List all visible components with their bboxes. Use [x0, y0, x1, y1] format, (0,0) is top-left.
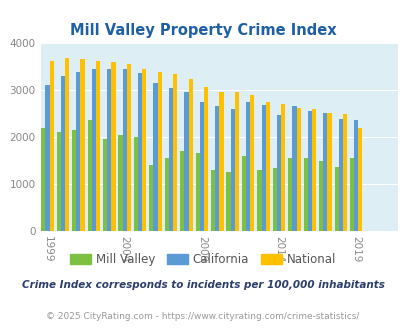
Bar	[149, 165, 153, 231]
Bar	[349, 158, 353, 231]
Bar	[303, 158, 307, 231]
Bar	[334, 167, 338, 231]
Bar	[61, 76, 65, 231]
Bar	[57, 132, 61, 231]
Bar	[45, 85, 49, 231]
Bar	[261, 105, 265, 231]
Bar	[203, 87, 208, 231]
Bar	[357, 128, 362, 231]
Bar	[76, 72, 80, 231]
Bar	[280, 104, 285, 231]
Bar	[272, 168, 276, 231]
Bar	[318, 161, 322, 231]
Bar	[288, 158, 292, 231]
Bar	[87, 120, 92, 231]
Bar	[173, 74, 177, 231]
Bar	[199, 102, 203, 231]
Bar	[342, 115, 346, 231]
Bar	[134, 137, 138, 231]
Text: Crime Index corresponds to incidents per 100,000 inhabitants: Crime Index corresponds to incidents per…	[21, 280, 384, 290]
Bar	[41, 128, 45, 231]
Bar	[249, 95, 254, 231]
Bar	[72, 130, 76, 231]
Bar	[219, 92, 223, 231]
Text: © 2025 CityRating.com - https://www.cityrating.com/crime-statistics/: © 2025 CityRating.com - https://www.city…	[46, 312, 359, 321]
Bar	[245, 102, 249, 231]
Text: Mill Valley Property Crime Index: Mill Valley Property Crime Index	[70, 23, 335, 38]
Bar	[234, 92, 239, 231]
Bar	[265, 102, 269, 231]
Bar	[230, 109, 234, 231]
Bar	[296, 108, 300, 231]
Bar	[126, 64, 131, 231]
Bar	[157, 72, 162, 231]
Bar	[215, 106, 219, 231]
Bar	[138, 74, 142, 231]
Bar	[107, 69, 111, 231]
Bar	[92, 69, 96, 231]
Bar	[153, 83, 157, 231]
Bar	[307, 111, 311, 231]
Bar	[311, 109, 315, 231]
Bar	[241, 156, 245, 231]
Bar	[226, 172, 230, 231]
Legend: Mill Valley, California, National: Mill Valley, California, National	[65, 248, 340, 271]
Bar	[122, 69, 126, 231]
Bar	[142, 69, 146, 231]
Bar	[338, 118, 342, 231]
Bar	[322, 113, 326, 231]
Bar	[211, 170, 215, 231]
Bar	[49, 61, 54, 231]
Bar	[111, 62, 115, 231]
Bar	[353, 119, 357, 231]
Bar	[96, 61, 100, 231]
Bar	[184, 92, 188, 231]
Bar	[188, 79, 192, 231]
Bar	[195, 153, 199, 231]
Bar	[168, 87, 173, 231]
Bar	[103, 139, 107, 231]
Bar	[164, 158, 168, 231]
Bar	[65, 58, 69, 231]
Bar	[276, 115, 280, 231]
Bar	[326, 114, 331, 231]
Bar	[118, 135, 122, 231]
Bar	[257, 170, 261, 231]
Bar	[292, 106, 296, 231]
Bar	[80, 59, 85, 231]
Bar	[180, 151, 184, 231]
